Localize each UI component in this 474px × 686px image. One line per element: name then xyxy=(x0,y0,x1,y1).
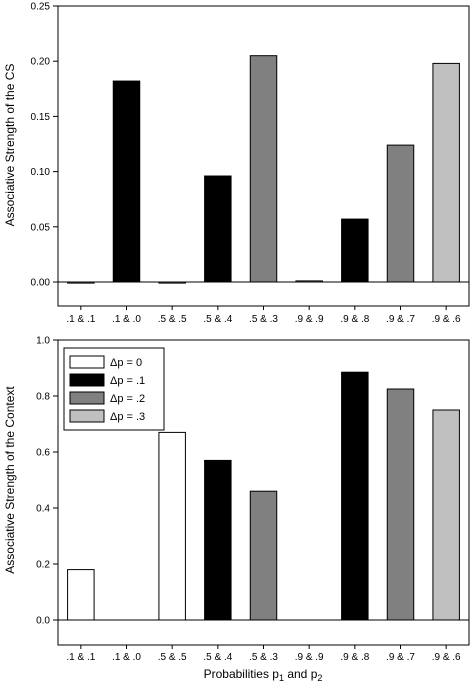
context-xtick-label: .9 & .7 xyxy=(386,652,415,663)
context-plot-area: 0.0 0.2 0.4 0.6 0.8 1.0 .1 & .1 .1 & .0 .5 & .5.… xyxy=(36,336,470,663)
context-bar xyxy=(341,371,369,621)
cs-bar xyxy=(158,281,186,284)
context-xlabel: Probabilities p1 and p2 xyxy=(204,667,323,683)
cs-ytick-label: 0.20 xyxy=(31,57,51,68)
context-bar xyxy=(386,388,415,621)
context-ytick-label: 1.0 xyxy=(36,336,50,347)
cs-xtick-label: .1 & .0 xyxy=(112,314,141,325)
cs-xtick-label: .9 & .9 xyxy=(295,314,324,325)
cs-xtick-label: .5 & .5 xyxy=(158,314,187,325)
cs-bar xyxy=(204,175,232,283)
context-xtick-label: .5 & .4 xyxy=(203,652,232,663)
legend-label: Δp = .3 xyxy=(110,411,145,423)
cs-xtick-label: .1 & .1 xyxy=(66,314,95,325)
context-bar xyxy=(249,490,278,621)
legend-swatch xyxy=(69,373,105,387)
context-xtick-label: .9 & .6 xyxy=(432,652,461,663)
context-bar xyxy=(67,569,95,621)
chart-cs: Associative Strength of the CS 0.000.050… xyxy=(3,2,470,325)
cs-xtick-label: .9 & .8 xyxy=(340,314,369,325)
cs-xtick-label: .5 & .3 xyxy=(249,314,278,325)
context-ytick-label: 0.4 xyxy=(36,504,50,515)
cs-ylabel: Associative Strength of the CS xyxy=(3,64,17,227)
context-xtick-label: .1 & .1 xyxy=(66,652,95,663)
context-xtick-label: .9 & .9 xyxy=(295,652,324,663)
context-ytick-label: 0.6 xyxy=(36,448,50,459)
cs-bar xyxy=(386,144,415,283)
legend-label: Δp = 0 xyxy=(110,357,142,369)
cs-bar xyxy=(432,62,460,283)
cs-ytick-label: 0.25 xyxy=(31,2,51,13)
context-ytick-label: 0.0 xyxy=(36,616,50,627)
cs-bar xyxy=(295,280,323,283)
cs-bar xyxy=(112,80,141,283)
context-ytick-label: 0.8 xyxy=(36,392,50,403)
cs-ytick-label: 0.00 xyxy=(31,278,51,289)
legend-label: Δp = .1 xyxy=(110,375,145,387)
chart-context: Associative Strength of the Context 0.00… xyxy=(3,336,470,683)
cs-ytick-label: 0.05 xyxy=(31,222,51,233)
cs-bar xyxy=(249,55,278,283)
context-xtick-label: .1 & .0 xyxy=(112,652,141,663)
legend-swatch xyxy=(69,409,105,423)
cs-bar xyxy=(67,281,95,284)
cs-xtick-label: .9 & .6 xyxy=(432,314,461,325)
cs-bar xyxy=(341,218,369,283)
context-xtick-label: .5 & .5 xyxy=(158,652,187,663)
cs-ytick-label: 0.10 xyxy=(31,167,51,178)
legend-swatch xyxy=(69,391,105,405)
cs-xtick-label: .5 & .4 xyxy=(203,314,232,325)
cs-xtick-label: .9 & .7 xyxy=(386,314,415,325)
context-bar xyxy=(158,431,186,621)
context-xtick-label: .5 & .3 xyxy=(249,652,278,663)
context-xtick-label: .9 & .8 xyxy=(340,652,369,663)
legend-label: Δp = .2 xyxy=(110,393,145,405)
context-bar xyxy=(432,409,460,621)
legend-swatch xyxy=(69,355,105,369)
cs-ytick-label: 0.15 xyxy=(31,112,51,123)
cs-plot-area: 0.00 0.05 0.10 0.15 0.20 0.25 .1 & .1 .1 & .0 .5… xyxy=(31,2,470,325)
context-ytick-label: 0.2 xyxy=(36,560,50,571)
context-bar xyxy=(204,459,232,621)
context-ylabel: Associative Strength of the Context xyxy=(3,386,17,574)
